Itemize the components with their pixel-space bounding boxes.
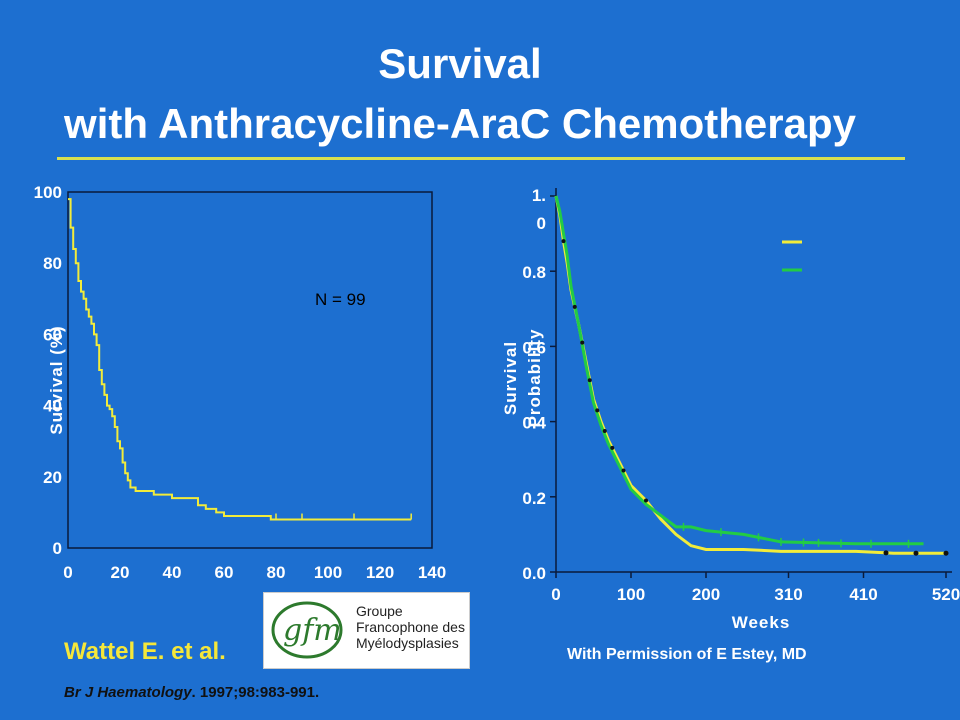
journal-details: . 1997;98:983-991. [191, 684, 320, 701]
y-tick-label: 0.2 [522, 489, 546, 508]
journal-citation: Br J Haematology. 1997;98:983-991. [64, 684, 319, 701]
logo-line3: Myélodysplasies [356, 635, 459, 651]
x-tick-label: 0 [551, 585, 560, 604]
survival-curve-series [68, 198, 412, 521]
slide-title-line2: with Anthracycline-AraC Chemotherapy [64, 100, 856, 147]
censor-dot [913, 550, 919, 556]
gfm-logo-mark: gfm [269, 598, 349, 662]
annotation-n: N = 99 [315, 290, 366, 309]
y-tick-label: 1. [532, 186, 546, 205]
title-divider [57, 157, 905, 160]
y-tick-label: 0.4 [522, 414, 546, 433]
x-tick-label: 410 [849, 585, 877, 604]
logo-line1: Groupe [356, 603, 403, 619]
gfm-logo-letters: gfm [283, 613, 342, 648]
y-tick-label: 100 [34, 183, 62, 202]
y-axis-label: Survival (%) [47, 325, 66, 434]
plot-frame [67, 191, 433, 549]
x-tick-label: 310 [774, 585, 802, 604]
x-tick-label: 520 [932, 585, 960, 604]
censor-dot [883, 550, 889, 556]
y-tick-label: 0.8 [522, 263, 546, 282]
gfm-logo-text: Groupe Francophone des Myélodysplasies [356, 603, 465, 651]
y-tick-label: 80 [43, 254, 62, 273]
x-tick-label: 60 [215, 563, 234, 582]
censor-dot [943, 550, 949, 556]
censor-dot [621, 468, 626, 473]
permission-note: With Permission of E Estey, MD [567, 646, 807, 663]
censor-dot [587, 378, 592, 383]
y-tick-label: 0.6 [522, 338, 546, 357]
x-tick-label: 20 [111, 563, 130, 582]
y-tick-label: 60 [43, 325, 62, 344]
censor-dot [595, 408, 600, 413]
censor-dot [610, 445, 615, 450]
x-tick-label: 120 [366, 563, 394, 582]
y-axis-label-line1: Survival [501, 341, 520, 415]
journal-name: Br J Haematology [64, 684, 192, 701]
yellow-survival-curve [554, 195, 946, 555]
author-citation: Wattel E. et al. [64, 638, 226, 665]
gfm-logo: gfm Groupe Francophone des Myélodysplasi… [263, 592, 470, 669]
y-axis-label-line2: Probability [525, 329, 544, 428]
censor-dot [602, 429, 607, 433]
y-tick-label: 20 [43, 468, 62, 487]
x-axis-label: Weeks [732, 613, 791, 632]
x-tick-label: 200 [692, 585, 720, 604]
logo-line2: Francophone des [356, 619, 465, 635]
x-tick-label: 80 [267, 563, 286, 582]
green-survival-curve [554, 195, 924, 546]
y-tick-label: 0 [53, 539, 62, 558]
x-tick-label: 100 [314, 563, 342, 582]
slide-title-line1: Survival [378, 40, 542, 87]
censor-dot [644, 498, 648, 503]
censor-dot [580, 340, 585, 345]
x-tick-label: 40 [163, 563, 182, 582]
censor-dot [572, 304, 577, 309]
y-tick-label-wrap: 0 [537, 214, 546, 233]
x-tick-label: 140 [418, 563, 446, 582]
x-tick-label: 100 [617, 585, 645, 604]
x-tick-label: 0 [63, 563, 72, 582]
censor-dot [561, 239, 566, 244]
y-tick-label: 0.0 [522, 564, 546, 583]
y-tick-label: 40 [43, 397, 62, 416]
